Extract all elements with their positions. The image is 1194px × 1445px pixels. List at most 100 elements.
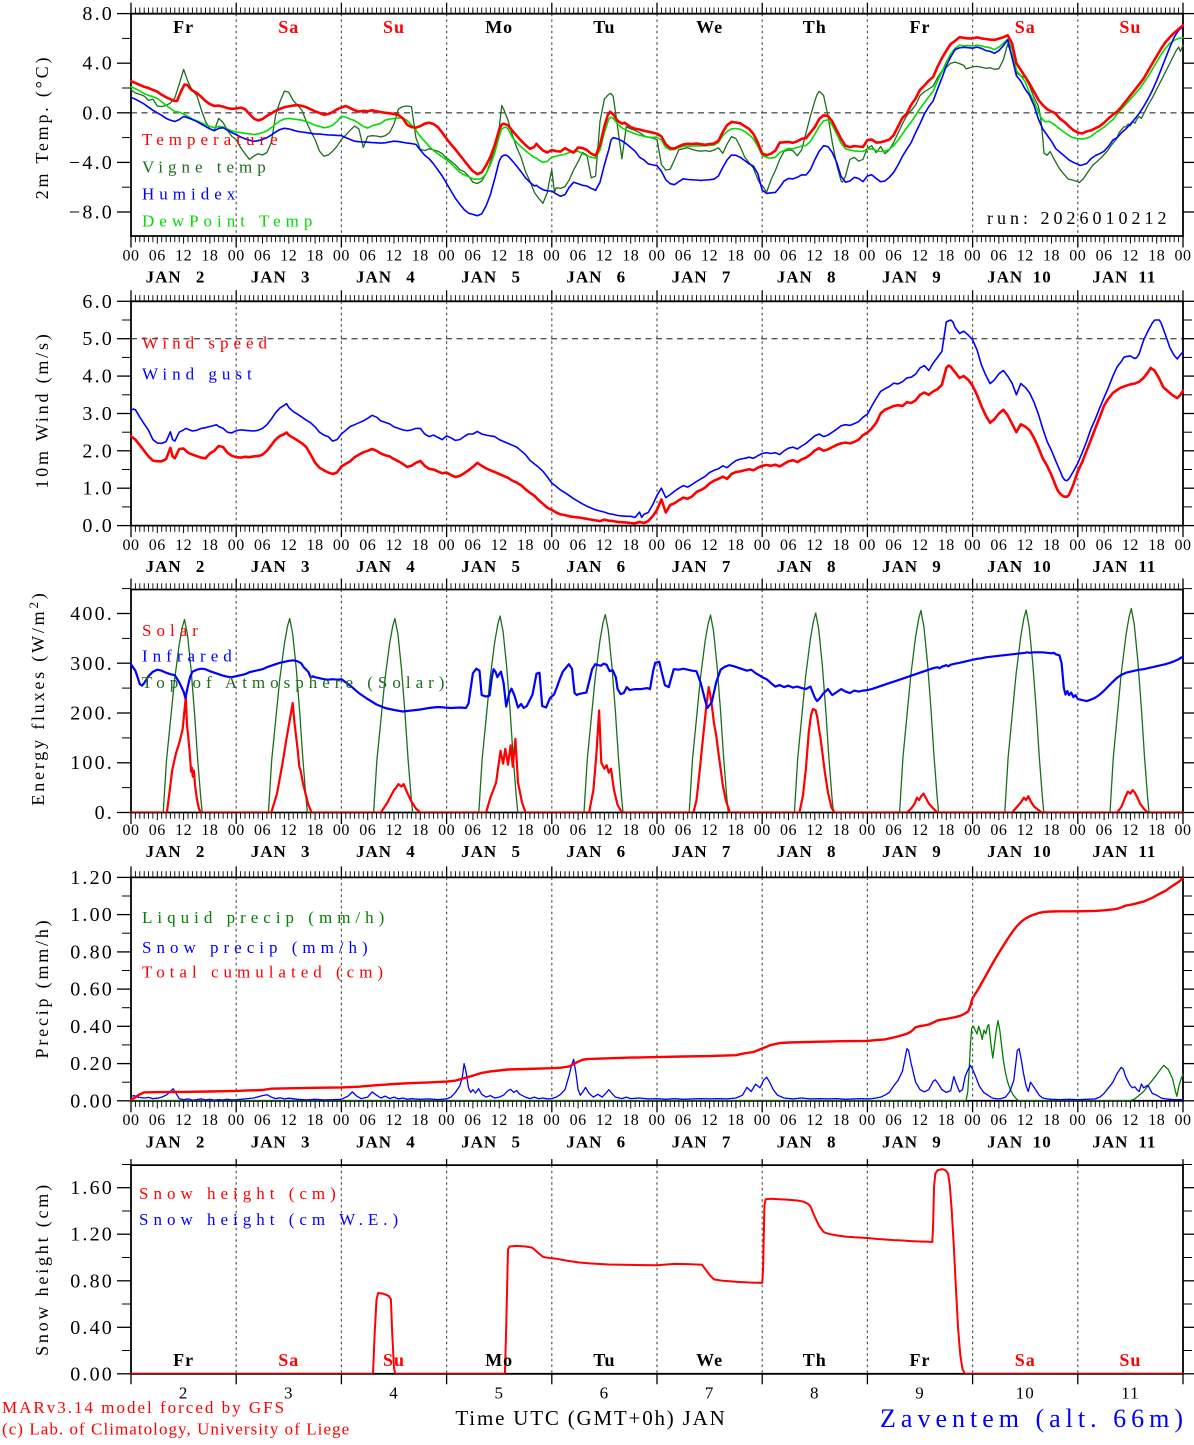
svg-text:3: 3 bbox=[301, 268, 311, 287]
svg-text:Snow height (cm W.E.): Snow height (cm W.E.) bbox=[139, 1210, 403, 1229]
svg-text:18: 18 bbox=[412, 537, 429, 554]
svg-text:0.40: 0.40 bbox=[70, 1016, 114, 1038]
svg-text:9: 9 bbox=[932, 557, 942, 576]
svg-text:12: 12 bbox=[491, 537, 508, 554]
svg-text:Infrared: Infrared bbox=[142, 647, 237, 666]
svg-text:0.00: 0.00 bbox=[70, 1363, 114, 1385]
svg-text:18: 18 bbox=[1043, 248, 1060, 265]
svg-text:JAN: JAN bbox=[987, 268, 1023, 287]
svg-text:JAN: JAN bbox=[777, 1133, 813, 1152]
svg-text:00: 00 bbox=[649, 537, 666, 554]
svg-text:00: 00 bbox=[1069, 1112, 1086, 1129]
svg-text:12: 12 bbox=[912, 822, 929, 839]
svg-text:12: 12 bbox=[806, 1112, 823, 1129]
svg-text:Sa: Sa bbox=[1015, 17, 1036, 37]
svg-text:18: 18 bbox=[727, 1112, 744, 1129]
svg-text:00: 00 bbox=[754, 248, 771, 265]
svg-text:12: 12 bbox=[596, 1112, 613, 1129]
svg-text:18: 18 bbox=[1148, 1112, 1165, 1129]
svg-text:18: 18 bbox=[1148, 822, 1165, 839]
svg-text:18: 18 bbox=[412, 248, 429, 265]
svg-text:9: 9 bbox=[932, 1133, 942, 1152]
svg-text:12: 12 bbox=[912, 537, 929, 554]
svg-text:Fr: Fr bbox=[910, 17, 931, 37]
svg-text:18: 18 bbox=[412, 1112, 429, 1129]
svg-text:06: 06 bbox=[359, 1112, 376, 1129]
svg-text:18: 18 bbox=[517, 822, 534, 839]
svg-text:18: 18 bbox=[201, 537, 218, 554]
svg-text:Fr: Fr bbox=[173, 17, 194, 37]
svg-text:12: 12 bbox=[491, 248, 508, 265]
svg-text:Solar: Solar bbox=[142, 621, 203, 640]
svg-text:Fr: Fr bbox=[173, 1350, 194, 1370]
svg-text:06: 06 bbox=[885, 822, 902, 839]
svg-text:12: 12 bbox=[701, 822, 718, 839]
svg-text:00: 00 bbox=[859, 822, 876, 839]
svg-text:06: 06 bbox=[570, 1112, 587, 1129]
svg-text:18: 18 bbox=[622, 537, 639, 554]
svg-text:00: 00 bbox=[649, 1112, 666, 1129]
svg-text:8: 8 bbox=[827, 268, 837, 287]
svg-text:9: 9 bbox=[932, 842, 942, 861]
svg-text:JAN: JAN bbox=[566, 268, 602, 287]
svg-text:12: 12 bbox=[386, 822, 403, 839]
svg-text:JAN: JAN bbox=[461, 268, 497, 287]
svg-text:11: 11 bbox=[1138, 557, 1156, 576]
svg-text:Th: Th bbox=[803, 1350, 827, 1370]
svg-text:06: 06 bbox=[990, 537, 1007, 554]
svg-text:JAN: JAN bbox=[251, 1133, 287, 1152]
svg-text:Precip (mm/h): Precip (mm/h) bbox=[32, 918, 53, 1059]
svg-text:06: 06 bbox=[149, 822, 166, 839]
svg-text:Liquid precip (mm/h): Liquid precip (mm/h) bbox=[142, 908, 389, 927]
svg-text:18: 18 bbox=[727, 248, 744, 265]
svg-text:12: 12 bbox=[806, 537, 823, 554]
svg-text:12: 12 bbox=[280, 248, 297, 265]
svg-text:00: 00 bbox=[1175, 248, 1192, 265]
svg-text:18: 18 bbox=[201, 822, 218, 839]
svg-text:00: 00 bbox=[1175, 1112, 1192, 1129]
svg-text:12: 12 bbox=[280, 537, 297, 554]
svg-text:JAN: JAN bbox=[146, 1133, 182, 1152]
svg-text:00: 00 bbox=[333, 1112, 350, 1129]
svg-text:06: 06 bbox=[464, 537, 481, 554]
svg-text:JAN: JAN bbox=[1092, 1133, 1128, 1152]
svg-text:12: 12 bbox=[701, 537, 718, 554]
svg-text:00: 00 bbox=[123, 1112, 140, 1129]
svg-text:00: 00 bbox=[543, 1112, 560, 1129]
svg-text:7: 7 bbox=[722, 268, 732, 287]
svg-text:Su: Su bbox=[383, 17, 405, 37]
svg-text:2: 2 bbox=[179, 1384, 189, 1403]
svg-text:JAN: JAN bbox=[882, 842, 918, 861]
svg-text:06: 06 bbox=[675, 1112, 692, 1129]
svg-text:Tu: Tu bbox=[593, 17, 615, 37]
svg-text:0.0: 0.0 bbox=[82, 515, 114, 537]
svg-text:12: 12 bbox=[175, 537, 192, 554]
svg-text:JAN: JAN bbox=[356, 557, 392, 576]
svg-text:100.: 100. bbox=[70, 752, 114, 774]
svg-text:0.: 0. bbox=[95, 802, 114, 824]
svg-text:18: 18 bbox=[307, 537, 324, 554]
svg-text:00: 00 bbox=[859, 1112, 876, 1129]
svg-text:06: 06 bbox=[885, 537, 902, 554]
svg-text:06: 06 bbox=[570, 537, 587, 554]
svg-text:12: 12 bbox=[386, 248, 403, 265]
svg-text:MARv3.14 model forced by GFS: MARv3.14 model forced by GFS bbox=[2, 1398, 286, 1417]
svg-text:Energy fluxes (W/m2): Energy fluxes (W/m2) bbox=[26, 590, 49, 805]
svg-text:0.80: 0.80 bbox=[70, 1270, 114, 1292]
svg-text:−4.0: −4.0 bbox=[69, 152, 114, 174]
svg-text:JAN: JAN bbox=[461, 1133, 497, 1152]
svg-text:3: 3 bbox=[301, 842, 311, 861]
svg-text:JAN: JAN bbox=[251, 842, 287, 861]
svg-text:00: 00 bbox=[1069, 537, 1086, 554]
svg-text:2.0: 2.0 bbox=[82, 440, 114, 462]
svg-text:18: 18 bbox=[938, 822, 955, 839]
svg-text:18: 18 bbox=[833, 822, 850, 839]
svg-text:06: 06 bbox=[254, 1112, 271, 1129]
svg-text:12: 12 bbox=[175, 1112, 192, 1129]
svg-text:JAN: JAN bbox=[356, 842, 392, 861]
svg-text:4: 4 bbox=[406, 268, 416, 287]
svg-text:7: 7 bbox=[705, 1384, 715, 1403]
svg-text:7: 7 bbox=[722, 1133, 732, 1152]
svg-text:00: 00 bbox=[123, 248, 140, 265]
svg-text:0.20: 0.20 bbox=[70, 1053, 114, 1075]
